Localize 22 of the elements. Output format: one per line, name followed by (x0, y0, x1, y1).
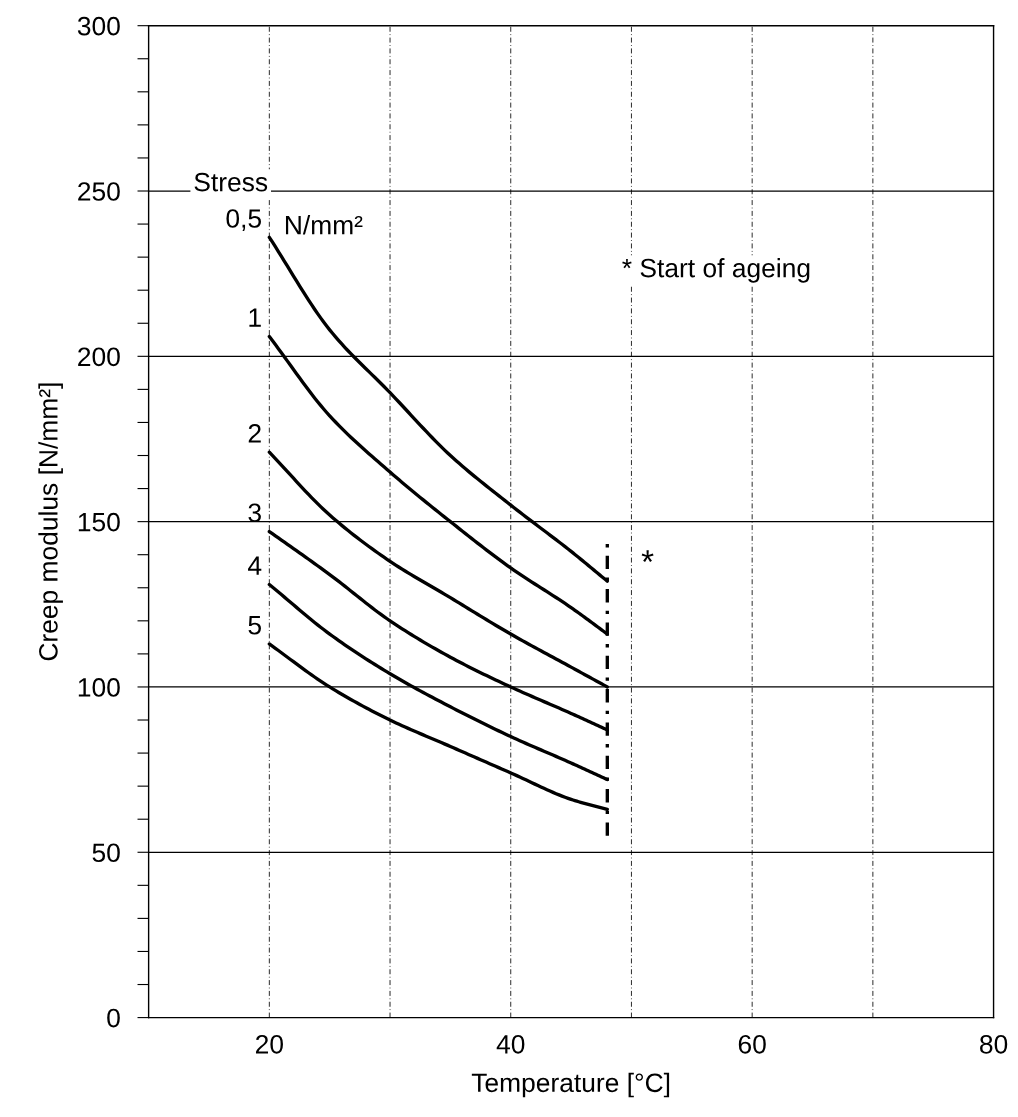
series-label: 2 (248, 424, 261, 443)
x-tick-label: 20 (255, 1034, 283, 1054)
x-tick-label: 80 (980, 1034, 1008, 1054)
y-tick-label: 50 (92, 843, 120, 863)
y-tick-label: 250 (78, 182, 120, 201)
y-tick-label: 150 (78, 512, 120, 532)
annotation: * Start of ageing (622, 258, 810, 283)
y-tick-label: 300 (77, 16, 120, 36)
series-label: 5 (248, 616, 261, 635)
y-tick-label: 0 (107, 1008, 120, 1028)
y-axis-title: Creep modulus [N/mm²] (38, 383, 63, 661)
x-axis-title: Temperature [°C] (471, 1072, 670, 1098)
y-tick-label: 100 (78, 678, 120, 697)
annotation: Stress (194, 172, 268, 192)
annotation: N/mm² (285, 215, 363, 235)
y-tick-label: 200 (78, 347, 120, 367)
x-tick-label: 40 (496, 1034, 525, 1054)
series-label: 4 (248, 556, 262, 575)
series-label: 1 (249, 308, 261, 327)
series-label: 0,5 (226, 209, 261, 231)
x-tick-label: 60 (738, 1034, 766, 1054)
annotation: * (641, 550, 654, 563)
